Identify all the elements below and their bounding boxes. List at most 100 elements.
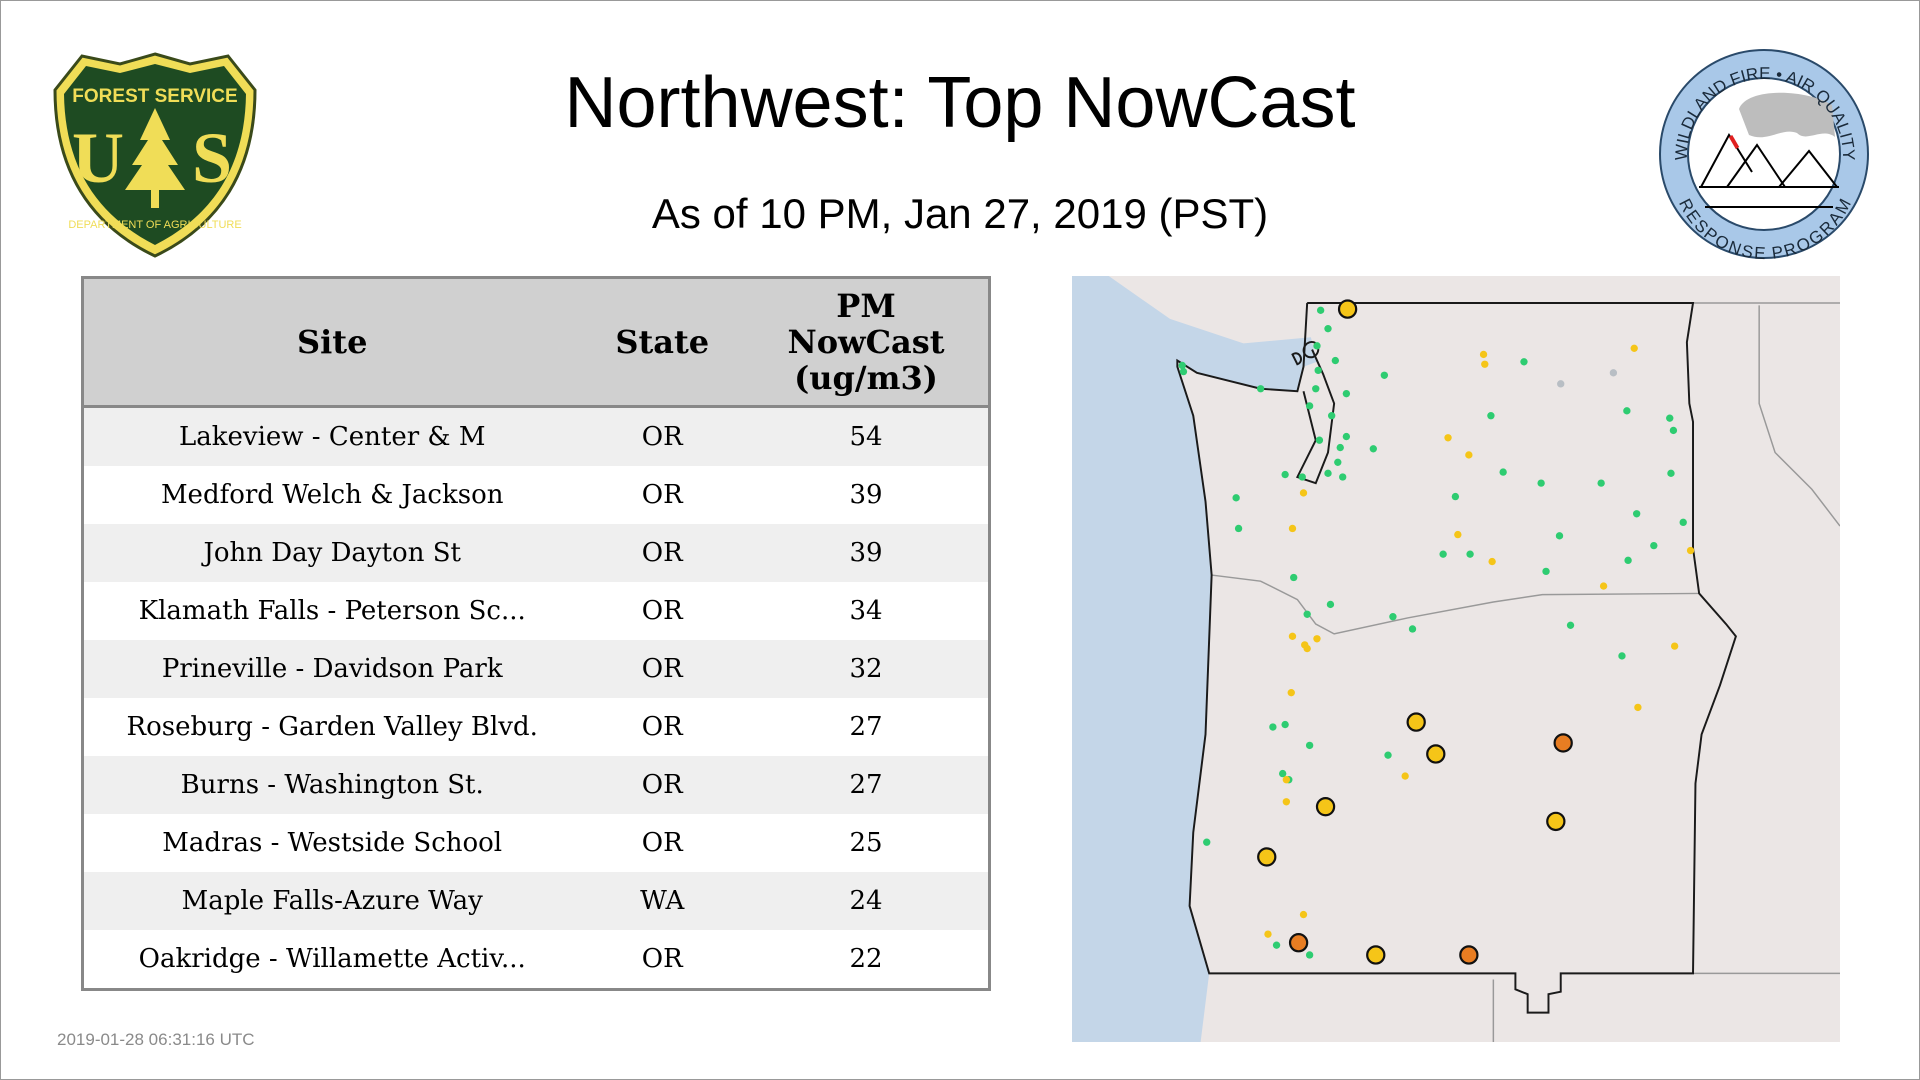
monitor-marker-moderate[interactable] <box>1479 350 1488 359</box>
monitor-marker-moderate[interactable] <box>1488 557 1496 566</box>
header-line: (ug/m3) <box>794 359 938 397</box>
monitor-marker-top-site-moderate[interactable] <box>1315 797 1336 817</box>
monitor-marker-top-site-moderate[interactable] <box>1426 744 1446 764</box>
monitor-marker-moderate[interactable] <box>1599 582 1608 590</box>
monitor-marker-good[interactable] <box>1232 494 1240 502</box>
svg-text:U: U <box>72 118 124 198</box>
monitor-marker-moderate[interactable] <box>1313 635 1321 643</box>
monitor-marker-good[interactable] <box>1324 325 1332 333</box>
monitor-marker-moderate[interactable] <box>1264 930 1272 938</box>
monitor-marker-good[interactable] <box>1624 556 1632 565</box>
monitor-marker-good[interactable] <box>1303 610 1311 618</box>
monitor-marker-good[interactable] <box>1650 541 1658 550</box>
monitor-marker-good[interactable] <box>1179 367 1188 376</box>
monitor-marker-good[interactable] <box>1679 518 1687 527</box>
monitor-marker-moderate[interactable] <box>1634 703 1642 712</box>
monitor-marker-moderate[interactable] <box>1670 642 1679 650</box>
column-header-state: State <box>580 277 745 408</box>
monitor-marker-good[interactable] <box>1666 414 1674 422</box>
monitor-marker-good[interactable] <box>1369 445 1377 453</box>
site-cell: John Day Dayton St <box>82 524 581 582</box>
monitor-marker-good[interactable] <box>1331 356 1340 365</box>
monitor-marker-moderate[interactable] <box>1303 644 1311 653</box>
monitor-marker-good[interactable] <box>1466 550 1474 558</box>
monitor-marker-moderate[interactable] <box>1288 632 1297 641</box>
monitor-marker-moderate[interactable] <box>1299 910 1308 919</box>
monitor-marker-moderate[interactable] <box>1454 530 1462 539</box>
monitor-marker-good[interactable] <box>1342 432 1351 441</box>
monitor-marker-good[interactable] <box>1203 838 1211 846</box>
monitor-marker-top-site-moderate[interactable] <box>1257 847 1277 867</box>
monitor-marker-good[interactable] <box>1667 469 1675 477</box>
monitor-marker-good[interactable] <box>1632 510 1641 518</box>
monitor-marker-moderate[interactable] <box>1282 776 1291 784</box>
monitor-marker-top-site-moderate[interactable] <box>1337 299 1358 319</box>
monitor-marker-good[interactable] <box>1334 458 1342 466</box>
monitor-marker-good[interactable] <box>1336 443 1344 452</box>
monitor-marker-good[interactable] <box>1305 741 1314 750</box>
monitor-marker-good[interactable] <box>1314 366 1322 375</box>
monitor-marker-good[interactable] <box>1439 550 1447 558</box>
monitor-marker-moderate[interactable] <box>1444 434 1452 442</box>
monitor-marker-good[interactable] <box>1298 473 1306 481</box>
monitor-marker-good[interactable] <box>1324 469 1332 477</box>
monitor-marker-good[interactable] <box>1618 652 1626 660</box>
monitor-marker-good[interactable] <box>1305 402 1314 410</box>
column-header-pm-nowcast: PM NowCast (ug/m3) <box>744 277 990 408</box>
monitor-marker-no-data[interactable] <box>1609 369 1618 377</box>
monitor-marker-good[interactable] <box>1408 625 1417 633</box>
monitor-marker-good[interactable] <box>1342 389 1351 398</box>
monitor-marker-top-site-usg[interactable] <box>1553 733 1573 753</box>
monitor-marker-good[interactable] <box>1520 358 1528 366</box>
monitor-marker-good[interactable] <box>1313 342 1321 350</box>
monitor-marker-good[interactable] <box>1669 426 1678 435</box>
site-cell: Lakeview - Center & M <box>82 406 581 466</box>
monitor-marker-good[interactable] <box>1566 621 1575 629</box>
monitor-marker-moderate[interactable] <box>1686 546 1695 555</box>
monitor-marker-good[interactable] <box>1326 600 1335 609</box>
monitor-marker-top-site-moderate[interactable] <box>1406 712 1426 732</box>
monitor-marker-good[interactable] <box>1279 769 1287 778</box>
monitor-marker-good[interactable] <box>1272 941 1281 949</box>
monitor-marker-moderate[interactable] <box>1282 798 1291 806</box>
monitor-marker-good[interactable] <box>1269 723 1277 731</box>
monitor-marker-good[interactable] <box>1316 306 1325 314</box>
monitor-marker-good[interactable] <box>1555 532 1564 540</box>
monitor-marker-good[interactable] <box>1315 436 1324 444</box>
monitor-marker-good[interactable] <box>1339 473 1347 481</box>
monitor-marker-moderate[interactable] <box>1401 772 1409 780</box>
monitor-marker-good[interactable] <box>1178 361 1186 370</box>
monitor-marker-good[interactable] <box>1384 751 1392 759</box>
monitor-marker-moderate[interactable] <box>1299 489 1308 497</box>
monitor-marker-good[interactable] <box>1281 470 1289 479</box>
monitor-marker-top-site-usg[interactable] <box>1288 933 1309 953</box>
table-row: Lakeview - Center & M OR 54 <box>82 406 990 466</box>
monitor-marker-good[interactable] <box>1537 479 1545 487</box>
monitor-marker-top-site-moderate[interactable] <box>1546 811 1566 832</box>
monitor-marker-top-site-moderate[interactable] <box>1366 945 1386 965</box>
monitor-marker-good[interactable] <box>1380 371 1389 379</box>
monitor-marker-good[interactable] <box>1499 468 1507 476</box>
monitor-marker-good[interactable] <box>1281 720 1289 729</box>
monitor-marker-good[interactable] <box>1597 479 1605 487</box>
table-row: Medford Welch & Jackson OR 39 <box>82 466 990 524</box>
monitor-marker-good[interactable] <box>1312 385 1320 393</box>
monitor-marker-good[interactable] <box>1487 412 1495 420</box>
monitor-marker-moderate[interactable] <box>1287 689 1295 697</box>
monitor-marker-no-data[interactable] <box>1557 380 1565 388</box>
state-cell: OR <box>580 406 745 466</box>
monitor-marker-moderate[interactable] <box>1288 524 1297 533</box>
monitor-marker-good[interactable] <box>1256 385 1265 393</box>
monitor-marker-good[interactable] <box>1234 524 1243 533</box>
monitor-marker-moderate[interactable] <box>1481 360 1489 368</box>
monitor-marker-good[interactable] <box>1290 573 1298 582</box>
monitor-marker-good[interactable] <box>1305 951 1314 959</box>
monitor-marker-good[interactable] <box>1623 407 1631 415</box>
monitor-marker-good[interactable] <box>1542 567 1550 576</box>
monitor-marker-good[interactable] <box>1389 613 1397 621</box>
monitor-marker-moderate[interactable] <box>1630 344 1638 352</box>
monitor-marker-top-site-usg[interactable] <box>1459 945 1479 965</box>
monitor-marker-good[interactable] <box>1328 412 1336 420</box>
monitor-marker-good[interactable] <box>1451 492 1460 501</box>
monitor-marker-moderate[interactable] <box>1465 451 1473 459</box>
